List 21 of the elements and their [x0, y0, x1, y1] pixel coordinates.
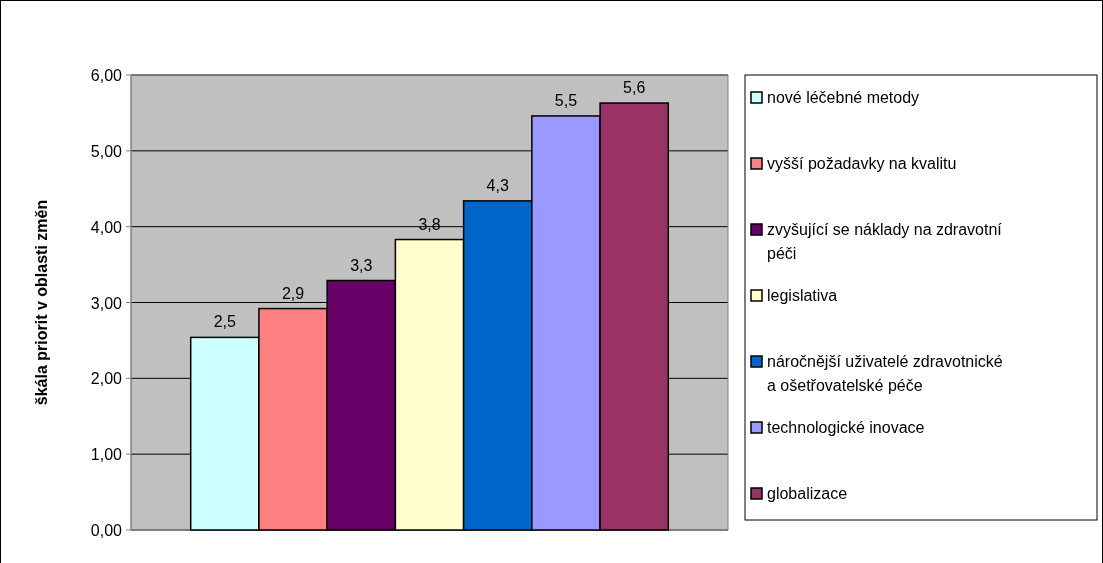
legend-label: technologické inovace	[767, 419, 925, 436]
y-tick-label: 0,00	[90, 522, 123, 539]
y-tick-label: 4,00	[90, 218, 123, 236]
data-label: 5,5	[554, 91, 578, 109]
legend-label: náročnější uživatelé zdravotnické a ošetřovatelské péče	[767, 353, 1003, 394]
y-tick-label: 1,00	[90, 446, 123, 464]
y-tick-label: 5,00	[90, 142, 123, 160]
data-label: 4,3	[486, 176, 509, 194]
data-label: 5,6	[623, 79, 646, 97]
legend-label: nové léčebné metody	[767, 89, 920, 106]
legend-label: zvyšující se náklady na zdravotní péči	[767, 221, 1003, 262]
y-axis-title: škála priorit v oblasti změn	[33, 199, 50, 406]
y-tick-label: 2,00	[90, 370, 123, 388]
y-tick-label: 3,00	[90, 294, 123, 312]
data-label: 2,5	[213, 313, 237, 331]
y-tick-label: 6,00	[90, 67, 123, 84]
legend-label: vyšší požadavky na kvalitu	[767, 155, 957, 172]
data-label: 2,9	[281, 284, 305, 302]
data-label: 3,3	[350, 256, 373, 274]
legend-label: globalizace	[767, 485, 848, 502]
legend-label: legislativa	[767, 287, 838, 304]
